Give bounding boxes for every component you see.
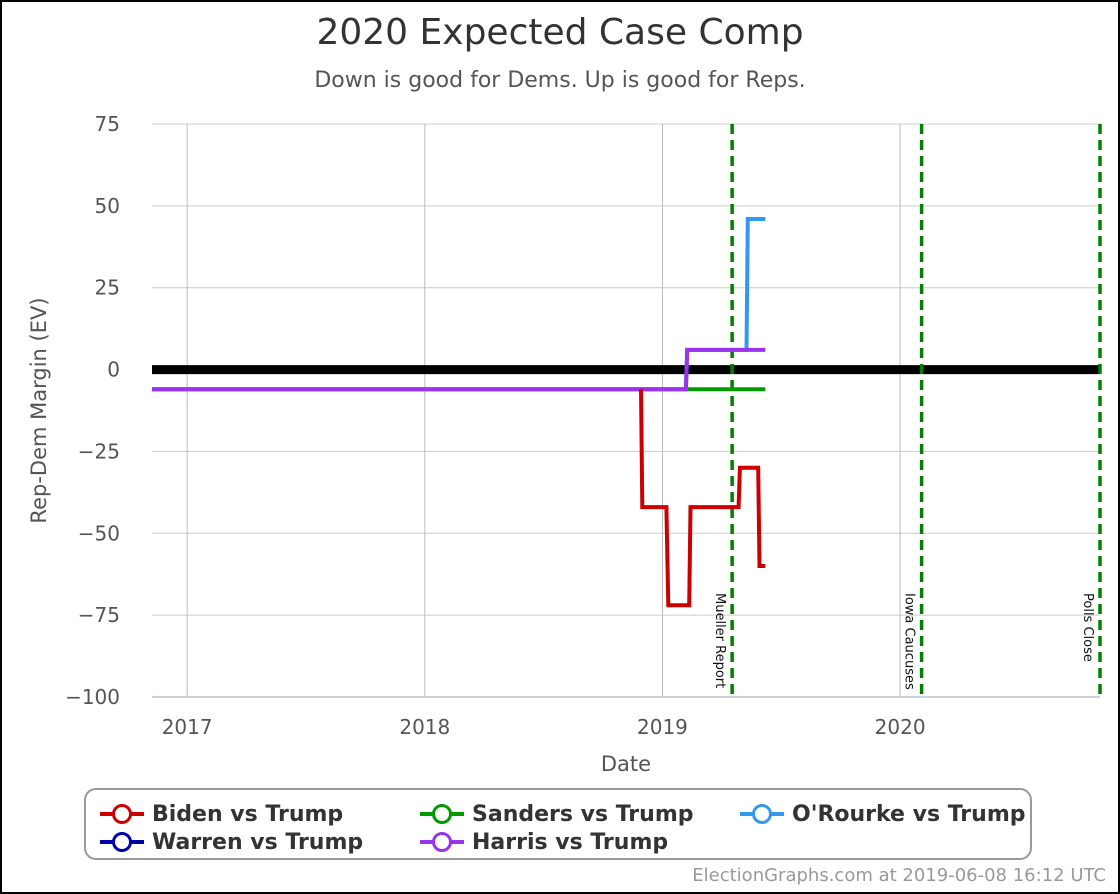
- y-tick-label: −25: [78, 439, 120, 463]
- x-tick-label: 2017: [162, 715, 213, 739]
- legend-swatch: [100, 804, 144, 824]
- y-tick-label: 50: [95, 194, 120, 218]
- y-tick-label: 0: [107, 358, 120, 382]
- y-tick-label: 25: [95, 276, 120, 300]
- legend-swatch-dot: [112, 832, 132, 852]
- legend-item[interactable]: Biden vs Trump: [100, 800, 343, 828]
- y-tick-label: 75: [95, 112, 120, 136]
- legend-swatch: [740, 804, 784, 824]
- legend-swatch-dot: [112, 804, 132, 824]
- legend-swatch: [420, 804, 464, 824]
- legend-swatch-dot: [432, 832, 452, 852]
- event-label: Mueller Report: [712, 593, 727, 688]
- legend-swatch: [100, 832, 144, 852]
- legend-label: Biden vs Trump: [152, 801, 344, 827]
- series-line: [152, 217, 766, 392]
- legend-swatch-dot: [752, 804, 772, 824]
- x-tick-label: 2020: [875, 715, 926, 739]
- legend-label: Warren vs Trump: [152, 829, 364, 855]
- legend-item[interactable]: Warren vs Trump: [100, 828, 363, 856]
- y-tick-label: −75: [78, 603, 120, 627]
- legend-swatch-dot: [432, 804, 452, 824]
- series-line: [639, 389, 766, 608]
- legend-label: Harris vs Trump: [472, 829, 669, 855]
- x-tick-label: 2018: [399, 715, 450, 739]
- y-axis-label: Rep-Dem Margin (EV): [27, 297, 51, 523]
- legend-label: Sanders vs Trump: [472, 801, 694, 827]
- legend-item[interactable]: O'Rourke vs Trump: [740, 800, 1026, 828]
- legend-swatch: [420, 832, 464, 852]
- y-tick-label: −50: [78, 521, 120, 545]
- legend-label: O'Rourke vs Trump: [792, 801, 1026, 827]
- legend-item[interactable]: Sanders vs Trump: [420, 800, 694, 828]
- series-line: [152, 347, 766, 392]
- event-label: Iowa Caucuses: [902, 593, 917, 690]
- legend: Biden vs Trump Sanders vs Trump O'Rourke v…: [84, 788, 1032, 860]
- y-tick-label: −100: [65, 685, 120, 709]
- chart-title: 2020 Expected Case Comp: [316, 12, 804, 53]
- chart-subtitle: Down is good for Dems. Up is good for Re…: [314, 68, 806, 93]
- event-label: Polls Close: [1080, 593, 1095, 662]
- x-tick-label: 2019: [637, 715, 688, 739]
- x-axis-label: Date: [601, 752, 651, 776]
- credit: ElectionGraphs.com at 2019-06-08 16:12 U…: [692, 865, 1106, 886]
- legend-item[interactable]: Harris vs Trump: [420, 828, 668, 856]
